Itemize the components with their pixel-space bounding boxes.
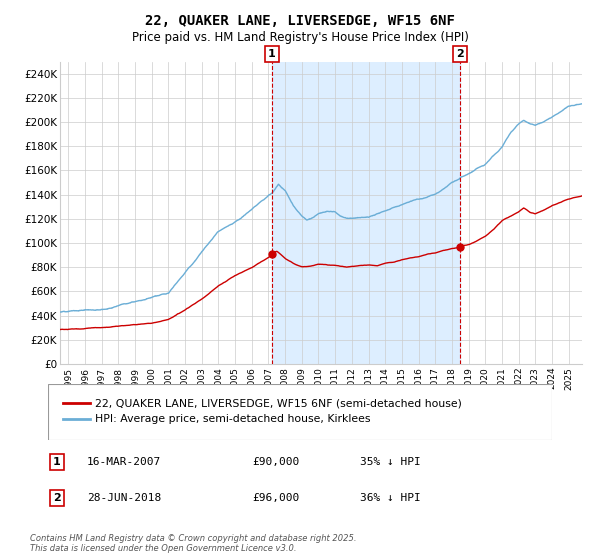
Text: 35% ↓ HPI: 35% ↓ HPI <box>360 457 421 467</box>
Text: 22, QUAKER LANE, LIVERSEDGE, WF15 6NF: 22, QUAKER LANE, LIVERSEDGE, WF15 6NF <box>145 14 455 28</box>
Bar <box>50 454 64 470</box>
Text: 1: 1 <box>268 49 276 59</box>
Text: 2: 2 <box>456 49 464 59</box>
Bar <box>272 62 460 364</box>
Text: £96,000: £96,000 <box>252 493 299 503</box>
Text: Contains HM Land Registry data © Crown copyright and database right 2025.
This d: Contains HM Land Registry data © Crown c… <box>30 534 356 553</box>
Text: 2: 2 <box>53 493 61 503</box>
Text: 1: 1 <box>53 457 61 467</box>
Text: 28-JUN-2018: 28-JUN-2018 <box>87 493 161 503</box>
Legend: 22, QUAKER LANE, LIVERSEDGE, WF15 6NF (semi-detached house), HPI: Average price,: 22, QUAKER LANE, LIVERSEDGE, WF15 6NF (s… <box>58 395 466 428</box>
Text: 16-MAR-2007: 16-MAR-2007 <box>87 457 161 467</box>
Text: £90,000: £90,000 <box>252 457 299 467</box>
Text: Price paid vs. HM Land Registry's House Price Index (HPI): Price paid vs. HM Land Registry's House … <box>131 31 469 44</box>
Bar <box>50 491 64 506</box>
Text: 36% ↓ HPI: 36% ↓ HPI <box>360 493 421 503</box>
